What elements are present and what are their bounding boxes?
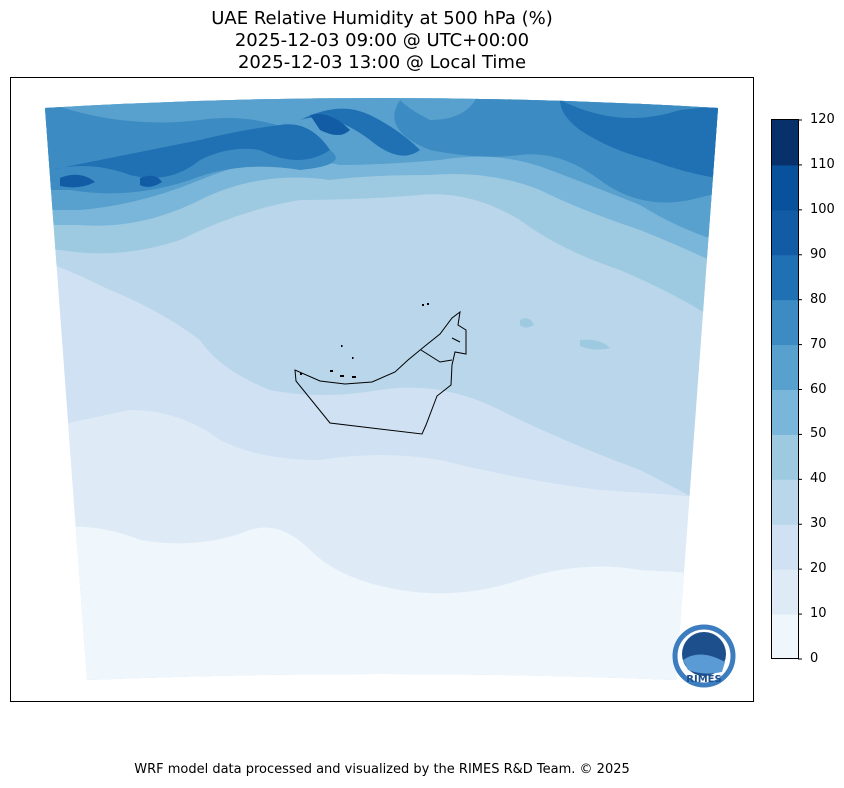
contour-0-10: [45, 526, 718, 680]
rimes-logo: RIMES: [672, 624, 736, 688]
colorbar-segment: [772, 164, 798, 211]
contour-small-patches: [520, 318, 610, 350]
colorbar-tick-label: 60: [810, 381, 827, 397]
title-line-3: 2025-12-03 13:00 @ Local Time: [237, 52, 527, 73]
colorbar-segment: [772, 614, 798, 660]
colorbar-tick-label: 50: [810, 426, 827, 442]
colorbar-segment: [772, 209, 798, 256]
title-line-1: UAE Relative Humidity at 500 hPa (%): [211, 8, 553, 29]
colorbar-tick-label: 80: [810, 291, 827, 307]
contour-80-90: [50, 100, 718, 180]
islands: [300, 303, 429, 378]
contour-90-100: [60, 114, 350, 188]
colorbar-segment: [772, 389, 798, 435]
colorbar-tick-label: 110: [810, 156, 835, 172]
colorbar-segment: [772, 344, 798, 390]
colorbar-tick-label: 0: [810, 651, 819, 666]
colorbar-tick-label: 30: [810, 516, 827, 532]
colorbar-tick-label: 120: [810, 112, 835, 127]
colorbar-segment: [772, 479, 798, 525]
uae-border: [294, 310, 467, 435]
colorbar-tick-label: 70: [810, 336, 827, 352]
colorbar: [772, 119, 802, 660]
colorbar-tick-label: 40: [810, 471, 827, 487]
svg-text:RIMES: RIMES: [686, 674, 721, 685]
colorbar-segment: [772, 120, 798, 166]
colorbar-segment: [772, 254, 798, 301]
colorbar-tick-label: 10: [810, 606, 827, 622]
colorbar-tick-label: 90: [810, 246, 827, 262]
title-line-2: 2025-12-03 09:00 @ UTC+00:00: [234, 30, 530, 51]
colorbar-segment: [772, 524, 798, 570]
colorbar-frame: [771, 119, 799, 659]
colorbar-tick-label: 100: [810, 201, 835, 217]
colorbar-segment: [772, 569, 798, 615]
footer-credit: WRF model data processed and visualized …: [134, 762, 630, 777]
colorbar-segment: [772, 299, 798, 346]
contour-70-80: [45, 98, 718, 203]
humidity-contours: [45, 98, 718, 680]
colorbar-segment: [772, 434, 798, 480]
colorbar-tick-label: 20: [810, 561, 827, 577]
